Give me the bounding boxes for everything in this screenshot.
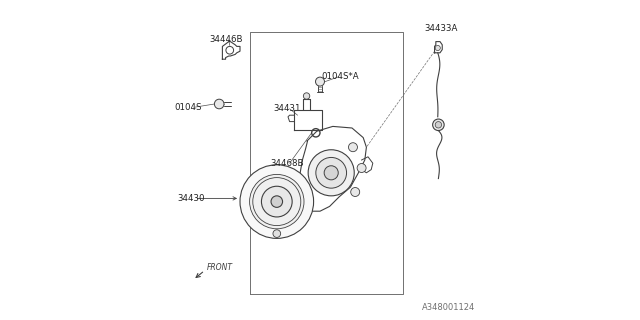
Circle shape bbox=[316, 157, 347, 188]
Circle shape bbox=[271, 196, 283, 207]
Circle shape bbox=[357, 164, 366, 172]
Text: 0104S: 0104S bbox=[174, 103, 202, 112]
Circle shape bbox=[308, 150, 355, 196]
Text: 34430: 34430 bbox=[178, 194, 205, 203]
Text: 34433A: 34433A bbox=[424, 24, 458, 33]
Text: A348001124: A348001124 bbox=[422, 303, 475, 312]
Circle shape bbox=[250, 174, 304, 229]
Text: 34431: 34431 bbox=[274, 104, 301, 113]
Circle shape bbox=[303, 93, 310, 99]
Circle shape bbox=[435, 122, 442, 128]
Circle shape bbox=[240, 165, 314, 238]
Circle shape bbox=[351, 188, 360, 196]
Circle shape bbox=[433, 119, 444, 131]
Circle shape bbox=[348, 143, 357, 152]
Circle shape bbox=[214, 99, 224, 109]
Circle shape bbox=[316, 77, 324, 86]
Circle shape bbox=[324, 166, 339, 180]
Circle shape bbox=[262, 186, 292, 217]
Text: 34468B: 34468B bbox=[270, 159, 304, 168]
Text: 34446B: 34446B bbox=[210, 36, 243, 44]
Circle shape bbox=[435, 45, 440, 51]
Circle shape bbox=[253, 178, 301, 226]
Circle shape bbox=[226, 46, 234, 54]
Circle shape bbox=[273, 230, 280, 237]
Text: 0104S*A: 0104S*A bbox=[322, 72, 359, 81]
Text: FRONT: FRONT bbox=[206, 263, 232, 272]
